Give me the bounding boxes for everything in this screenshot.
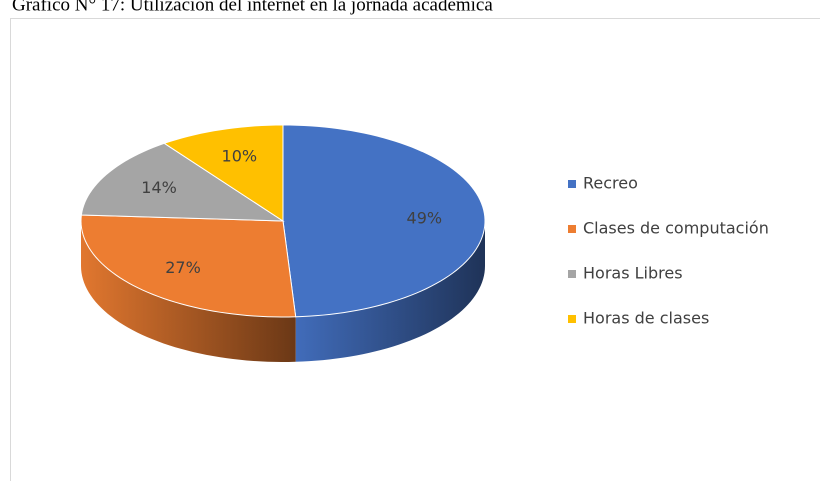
chart-title: Gráfico N° 17: Utilización del internet …: [12, 0, 493, 15]
data-label: 10%: [222, 147, 258, 166]
data-label: 14%: [141, 178, 177, 197]
legend-label: Horas de clases: [583, 309, 709, 328]
legend-label: Clases de computación: [583, 219, 769, 238]
legend-swatch: [568, 180, 576, 188]
data-label: 27%: [165, 258, 201, 277]
legend-swatch: [568, 225, 576, 233]
legend-label: Recreo: [583, 174, 638, 193]
data-label: 49%: [407, 208, 443, 227]
legend-swatch: [568, 270, 576, 278]
legend-label: Horas Libres: [583, 264, 683, 283]
legend-swatch: [568, 315, 576, 323]
